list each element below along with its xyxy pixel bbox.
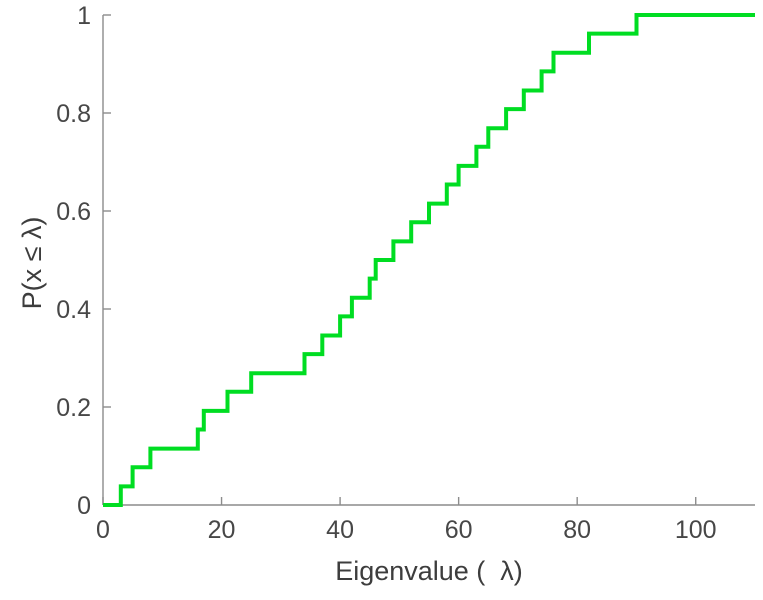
y-tick-label: 1 [77, 2, 91, 30]
x-tick-label: 40 [326, 516, 354, 544]
y-tick-label: 0.4 [56, 296, 91, 324]
x-tick-label: 0 [96, 516, 110, 544]
x-tick-label: 20 [208, 516, 236, 544]
x-tick-label: 100 [675, 516, 717, 544]
y-tick-label: 0.6 [56, 198, 91, 226]
y-tick-label: 0 [77, 492, 91, 520]
x-tick-label: 60 [445, 516, 473, 544]
y-tick-label: 0.2 [56, 394, 91, 422]
y-axis-label: P(x ≤ λ) [17, 216, 47, 310]
y-tick-label: 0.8 [56, 100, 91, 128]
x-tick-label: 80 [563, 516, 591, 544]
ecdf-step-curve [103, 13, 755, 507]
x-axis-label: Eigenvalue ( λ) [335, 556, 523, 586]
